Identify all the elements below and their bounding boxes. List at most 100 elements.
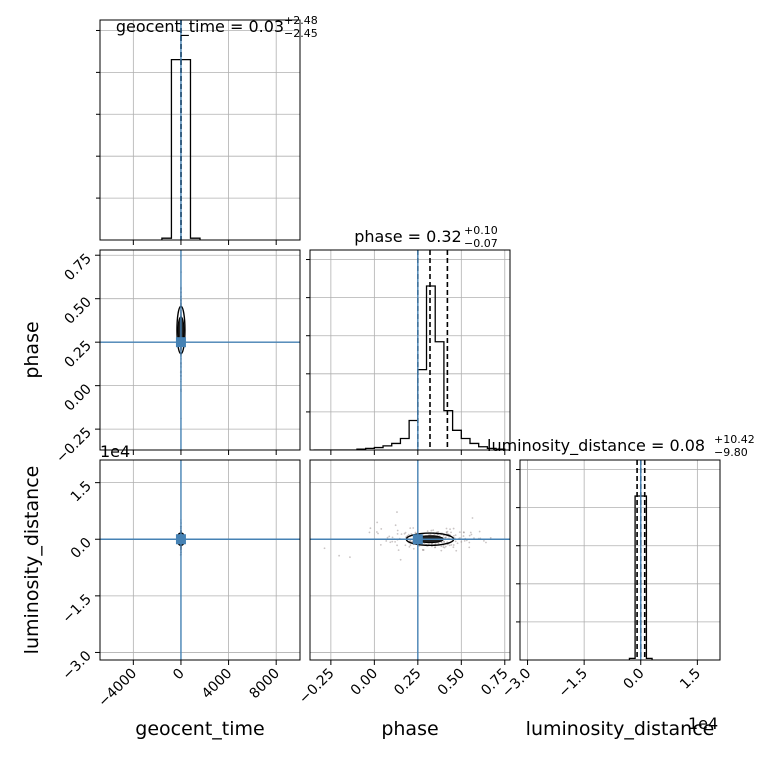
- sample-point-phase-luminosity_distance: [408, 545, 411, 548]
- sample-point-phase-luminosity_distance: [434, 546, 436, 549]
- sample-point-phase-luminosity_distance: [380, 528, 383, 530]
- sample-point-phase-luminosity_distance: [385, 540, 388, 542]
- sample-point-phase-luminosity_distance: [444, 545, 447, 548]
- title-geocent-time: geocent_time = 0.03: [116, 17, 284, 37]
- ytick-label-phase-4: 0.75: [61, 251, 94, 284]
- sample-point-phase-luminosity_distance: [468, 541, 471, 544]
- sample-point-phase-luminosity_distance: [409, 539, 412, 542]
- xtick-label-luminosity_distance-1: −1.5: [556, 666, 591, 701]
- sample-point-phase-luminosity_distance: [391, 536, 394, 539]
- sample-point-phase-luminosity_distance: [440, 541, 443, 544]
- xlabel-phase: phase: [381, 718, 438, 740]
- sample-point-phase-luminosity_distance: [454, 540, 457, 543]
- xtick-label-geocent_time-1: 0: [170, 666, 188, 684]
- xlabel-geocent-time: geocent_time: [135, 718, 264, 740]
- sample-point-phase-luminosity_distance: [414, 531, 417, 534]
- sample-point-phase-luminosity_distance: [448, 544, 451, 547]
- sample-point-phase-luminosity_distance: [440, 545, 443, 548]
- sample-point-phase-luminosity_distance: [403, 532, 406, 535]
- xtick-label-phase-2: 0.25: [391, 666, 424, 699]
- sample-point-phase-luminosity_distance: [388, 535, 391, 538]
- sample-point-phase-luminosity_distance: [412, 547, 415, 550]
- ylabel-luminosity-distance: luminosity_distance: [21, 466, 43, 655]
- sample-point-phase-luminosity_distance: [463, 539, 466, 542]
- sample-point-phase-luminosity_distance: [446, 530, 449, 533]
- hist-panel-phase: [313, 250, 506, 450]
- ytick-label-luminosity_distance-0: −3.0: [59, 648, 94, 683]
- frame-geocent_time: [99, 19, 301, 241]
- truth-marker-geocent_time-luminosity_distance: [175, 534, 186, 545]
- sample-point-phase-luminosity_distance: [443, 536, 446, 539]
- sample-point-phase-luminosity_distance: [430, 529, 433, 532]
- sample-point-phase-luminosity_distance: [400, 533, 403, 536]
- title-geocent-time-minus: −2.45: [284, 27, 318, 40]
- sample-point-phase-luminosity_distance: [396, 511, 398, 513]
- sample-point-phase-luminosity_distance: [430, 542, 433, 545]
- sample-point-phase-luminosity_distance: [460, 540, 463, 543]
- sample-point-phase-luminosity_distance: [456, 542, 459, 545]
- sample-point-phase-luminosity_distance: [445, 532, 448, 534]
- xtick-label-luminosity_distance-3: 1.5: [677, 666, 704, 693]
- sample-point-phase-luminosity_distance: [394, 524, 397, 527]
- sample-point-phase-luminosity_distance: [421, 548, 424, 551]
- sample-point-phase-luminosity_distance: [391, 540, 394, 543]
- sample-point-phase-luminosity_distance: [452, 544, 455, 546]
- panel-phase-vs-luminosity_distance: [310, 460, 510, 660]
- sample-point-geocent_time-phase: [180, 247, 182, 249]
- sample-point-phase-luminosity_distance: [397, 549, 400, 552]
- sample-point-phase-luminosity_distance: [396, 533, 399, 535]
- sample-point-phase-luminosity_distance: [436, 533, 439, 536]
- sample-point-phase-luminosity_distance: [450, 531, 452, 534]
- sample-point-phase-luminosity_distance: [407, 533, 410, 536]
- sample-point-phase-luminosity_distance: [349, 556, 351, 559]
- frames-layer: [99, 19, 721, 661]
- sample-point-phase-luminosity_distance: [450, 544, 453, 546]
- sample-point-phase-luminosity_distance: [409, 540, 412, 543]
- sample-point-phase-luminosity_distance: [410, 533, 413, 535]
- content-layer: [100, 20, 653, 660]
- sample-point-phase-luminosity_distance: [468, 534, 471, 537]
- ytick-label-phase-2: 0.25: [61, 338, 94, 371]
- sample-point-phase-luminosity_distance: [452, 534, 455, 537]
- title-luminosity-distance-plus: +10.42: [714, 433, 755, 446]
- sample-point-phase-luminosity_distance: [485, 541, 487, 544]
- sample-point-phase-luminosity_distance: [379, 543, 382, 546]
- title-geocent-time-plus: +2.48: [284, 14, 318, 27]
- ytick-label-phase-1: 0.00: [61, 381, 94, 414]
- sample-point-phase-luminosity_distance: [459, 537, 461, 539]
- xtick-label-geocent_time-0: −4000: [95, 666, 140, 711]
- sample-point-phase-luminosity_distance: [443, 541, 446, 543]
- sample-point-phase-luminosity_distance: [434, 546, 437, 549]
- sample-point-phase-luminosity_distance: [404, 544, 407, 547]
- panel-geocent_time-vs-phase: [100, 247, 300, 450]
- grid-layer: [100, 20, 720, 660]
- truth-marker-geocent_time-phase: [175, 337, 186, 348]
- sample-point-phase-luminosity_distance: [368, 531, 371, 534]
- sample-point-phase-luminosity_distance: [409, 544, 412, 547]
- sample-point-phase-luminosity_distance: [396, 529, 399, 532]
- sample-point-phase-luminosity_distance: [444, 536, 447, 539]
- sample-point-phase-luminosity_distance: [409, 527, 412, 530]
- sample-point-phase-luminosity_distance: [483, 539, 485, 542]
- xtick-label-geocent_time-3: 8000: [247, 666, 284, 703]
- hist-panel-geocent_time: [161, 20, 201, 240]
- sample-point-phase-luminosity_distance: [394, 540, 397, 543]
- sample-point-phase-luminosity_distance: [442, 546, 445, 548]
- sample-point-phase-luminosity_distance: [432, 529, 435, 532]
- sample-point-phase-luminosity_distance: [428, 543, 430, 545]
- sample-point-phase-luminosity_distance: [468, 546, 471, 549]
- title-luminosity-distance: luminosity_distance = 0.08: [487, 436, 705, 456]
- offset-label-x: 1e4: [688, 714, 718, 733]
- sample-point-phase-luminosity_distance: [489, 537, 492, 539]
- title-phase: phase = 0.32: [354, 227, 461, 246]
- sample-point-phase-luminosity_distance: [426, 530, 429, 533]
- sample-point-phase-luminosity_distance: [429, 533, 432, 536]
- ytick-label-luminosity_distance-2: 0.0: [68, 535, 95, 562]
- sample-point-phase-luminosity_distance: [458, 531, 461, 534]
- sample-point-phase-luminosity_distance: [471, 517, 474, 519]
- sample-point-phase-luminosity_distance: [377, 532, 379, 535]
- sample-point-phase-luminosity_distance: [454, 534, 457, 537]
- truth-marker-phase-luminosity_distance: [412, 534, 423, 545]
- frame-phase: [309, 249, 511, 451]
